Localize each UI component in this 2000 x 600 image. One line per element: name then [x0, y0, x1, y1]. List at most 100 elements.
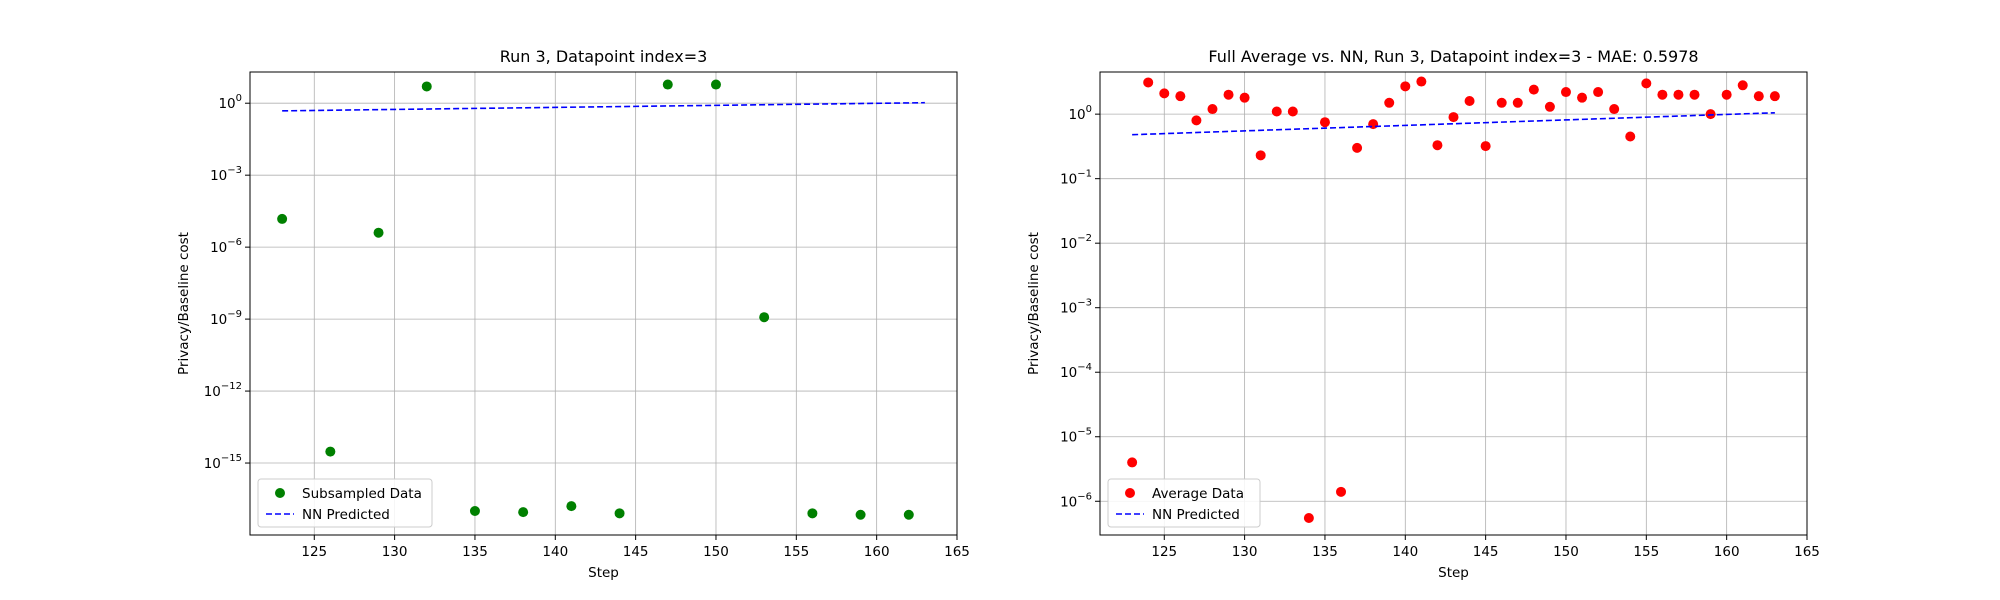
data-point — [1480, 141, 1491, 152]
x-tick-label: 145 — [623, 544, 649, 560]
data-point — [1721, 89, 1732, 100]
data-point — [1255, 150, 1266, 161]
axes-frame — [1099, 71, 1808, 536]
legend-marker-swatch — [1125, 488, 1135, 498]
data-point — [469, 506, 480, 517]
data-point — [1673, 89, 1684, 100]
data-point — [1464, 95, 1475, 106]
y-tick-label: 10−2 — [1060, 233, 1092, 252]
data-point — [1416, 76, 1427, 87]
legend: Subsampled Data NN Predicted — [257, 478, 433, 528]
data-point — [903, 509, 914, 520]
legend-label: Average Data — [1152, 486, 1244, 502]
data-point — [759, 312, 770, 323]
data-point — [1737, 80, 1748, 91]
data-point — [1303, 513, 1314, 524]
y-tick-label: 10−1 — [1060, 169, 1092, 188]
data-point — [1560, 87, 1571, 98]
data-point — [710, 79, 721, 90]
x-tick-label: 165 — [944, 544, 970, 560]
chart-1: 125 130 135 140 145 150 155 160 165 10−15 10−12 10−… — [176, 47, 970, 581]
data-point — [614, 508, 625, 519]
data-point — [325, 446, 336, 457]
data-point — [1319, 117, 1330, 128]
data-point — [1400, 81, 1411, 92]
data-point — [1127, 457, 1138, 468]
x-tick-label: 130 — [382, 544, 408, 560]
data-point — [1705, 109, 1716, 120]
y-axis-label: Privacy/Baseline cost — [1026, 232, 1042, 375]
y-tick-label: 10−6 — [1060, 491, 1092, 510]
y-tick-label: 10−4 — [1060, 362, 1092, 381]
x-tick-label: 140 — [1392, 544, 1418, 560]
data-point — [1625, 131, 1636, 142]
data-point — [277, 213, 288, 224]
data-point — [1496, 97, 1507, 108]
legend-box — [1107, 478, 1261, 528]
y-tick-label: 100 — [218, 93, 242, 112]
x-axis-label: Step — [588, 565, 619, 581]
data-point — [1689, 89, 1700, 100]
legend: Average Data NN Predicted — [1107, 478, 1261, 528]
y-tick-label: 10−5 — [1060, 427, 1092, 446]
data-point — [1544, 101, 1555, 112]
x-tick-label: 155 — [783, 544, 809, 560]
data-point — [1207, 104, 1218, 115]
x-tick-label: 130 — [1232, 544, 1258, 560]
y-tick-label: 10−3 — [1060, 298, 1092, 317]
data-point — [1753, 91, 1764, 102]
x-tick-label: 150 — [1553, 544, 1579, 560]
data-point — [1448, 112, 1459, 123]
x-tick-label: 140 — [542, 544, 568, 560]
y-axis-label: Privacy/Baseline cost — [176, 232, 192, 375]
data-point — [1223, 89, 1234, 100]
chart-title: Full Average vs. NN, Run 3, Datapoint in… — [1208, 47, 1698, 66]
x-tick-label: 150 — [703, 544, 729, 560]
x-axis-label: Step — [1438, 565, 1469, 581]
legend-label: Subsampled Data — [302, 486, 422, 502]
data-point — [1512, 97, 1523, 108]
y-tick-label: 10−3 — [210, 165, 242, 184]
x-tick-label: 155 — [1633, 544, 1659, 560]
data-point — [1352, 142, 1363, 153]
data-point — [1159, 88, 1170, 99]
data-point — [1287, 106, 1298, 117]
data-point — [421, 81, 432, 92]
x-tick-label: 135 — [462, 544, 488, 560]
legend-label: NN Predicted — [1152, 507, 1240, 523]
y-tick-label: 100 — [1068, 104, 1092, 123]
data-point — [1271, 106, 1282, 117]
x-tick-label: 135 — [1312, 544, 1338, 560]
data-point — [1432, 140, 1443, 151]
data-point — [1384, 97, 1395, 108]
data-point — [1528, 84, 1539, 95]
data-point — [1143, 77, 1154, 88]
data-point — [373, 227, 384, 238]
data-point — [1336, 486, 1347, 497]
x-tick-label: 160 — [864, 544, 890, 560]
data-point — [807, 508, 818, 519]
data-point — [1239, 92, 1250, 103]
data-point — [518, 507, 529, 518]
data-point — [1191, 115, 1202, 126]
nn-predicted-line — [282, 101, 925, 112]
x-tick-label: 125 — [301, 544, 327, 560]
data-point — [1769, 91, 1780, 102]
axes-frame — [249, 71, 958, 536]
y-tick-label: 10−6 — [210, 237, 242, 256]
data-point — [662, 79, 673, 90]
nn-predicted-line — [1132, 111, 1775, 136]
x-tick-label: 165 — [1794, 544, 1820, 560]
data-point — [1609, 104, 1620, 115]
legend-label: NN Predicted — [302, 507, 390, 523]
data-point — [1641, 78, 1652, 89]
data-point — [1175, 91, 1186, 102]
data-point — [1657, 89, 1668, 100]
data-point — [855, 509, 866, 520]
legend-box — [257, 478, 433, 528]
legend-marker-swatch — [275, 488, 285, 498]
plot-area — [1127, 76, 1780, 524]
x-tick-label: 125 — [1151, 544, 1177, 560]
chart-2: 125 130 135 140 145 150 155 160 165 10−6 10−5 10−4 1… — [1026, 47, 1820, 581]
